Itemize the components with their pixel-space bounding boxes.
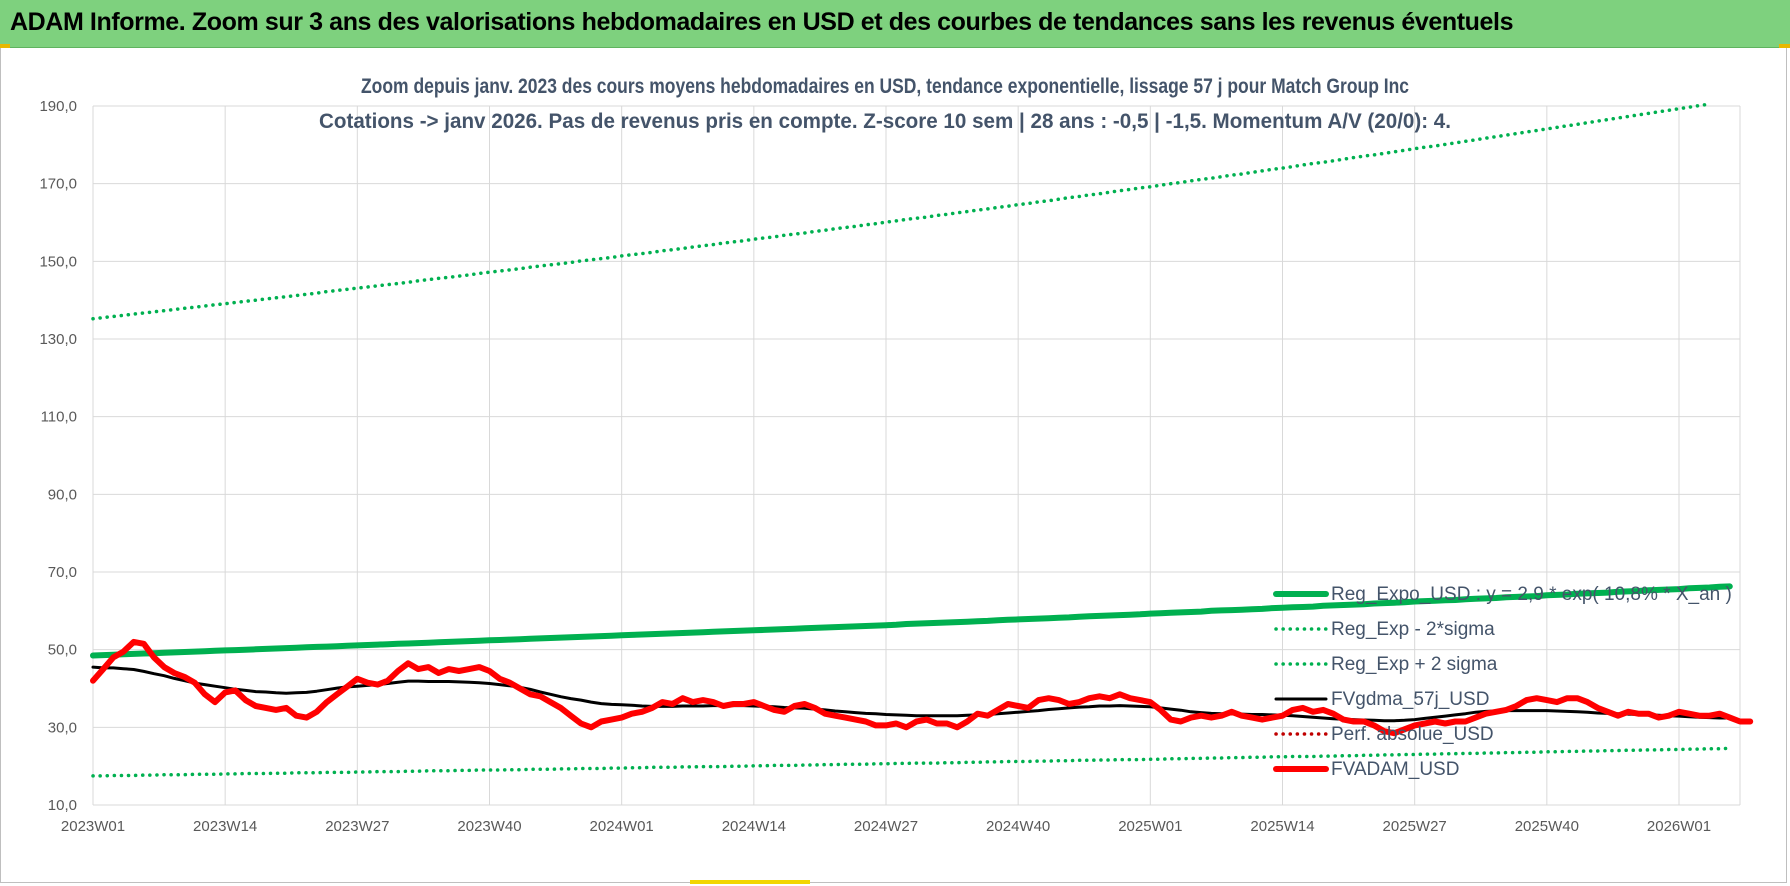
x-tick-label: 2024W14 [722, 818, 786, 835]
grid-lines [92, 105, 1741, 806]
report-banner: ADAM Informe. Zoom sur 3 ans des valoris… [0, 0, 1790, 48]
series-line-1 [91, 746, 1732, 778]
series-line-5 [90, 638, 1754, 737]
legend-label-5: FVADAM_USD [1331, 759, 1459, 780]
chart-area-border [0, 47, 1787, 883]
x-tick-label: 2023W27 [325, 818, 389, 835]
axis-tick-labels: 10,0 30,0 50,0 70,0 90,0 110,0 130,0 150,0 170,0… [39, 98, 1711, 835]
y-tick-label: 170,0 [39, 176, 77, 193]
x-tick-label: 2025W01 [1118, 818, 1182, 835]
x-tick-label: 2023W40 [457, 818, 521, 835]
chart-title-line-2: Cotations -> janv 2026. Pas de revenus p… [319, 110, 1451, 133]
series-lines [90, 102, 1754, 778]
report-title: ADAM Informe. Zoom sur 3 ans des valoris… [10, 8, 1514, 36]
y-tick-label: 110,0 [41, 409, 77, 426]
legend-label-0: Reg_Expo_USD : y = 2,9 * exp( 10,8% * X_… [1331, 584, 1732, 605]
legend-label-4: Perf. absolue_USD [1331, 724, 1494, 745]
y-tick-label: 90,0 [48, 486, 77, 503]
y-tick-label: 130,0 [39, 331, 77, 348]
legend-label-3: FVgdma_57j_USD [1331, 689, 1489, 710]
x-tick-label: 2025W40 [1515, 818, 1579, 835]
series-line-0 [90, 583, 1733, 659]
x-tick-label: 2023W01 [61, 818, 125, 835]
x-tick-label: 2026W01 [1647, 818, 1711, 835]
x-tick-label: 2025W27 [1383, 818, 1447, 835]
legend-label-2: Reg_Exp + 2 sigma [1331, 654, 1498, 675]
banner-accent-left [0, 44, 10, 48]
y-tick-label: 30,0 [48, 719, 77, 736]
x-tick-label: 2023W14 [193, 818, 257, 835]
x-tick-label: 2025W14 [1250, 818, 1314, 835]
legend-label-1: Reg_Exp - 2*sigma [1331, 619, 1495, 640]
chart-title: Zoom depuis janv. 2023 des cours moyens … [319, 75, 1451, 133]
chart-legend: Reg_Expo_USD : y = 2,9 * exp( 10,8% * X_… [1273, 584, 1732, 780]
y-tick-label: 70,0 [48, 564, 77, 581]
x-tick-label: 2024W01 [590, 818, 654, 835]
banner-accent-right [1779, 44, 1790, 48]
bottom-accent-bar [690, 880, 810, 884]
chart-title-line-1: Zoom depuis janv. 2023 des cours moyens … [361, 75, 1409, 98]
x-tick-label: 2024W27 [854, 818, 918, 835]
series-line-3 [91, 665, 1732, 723]
y-tick-label: 150,0 [39, 253, 77, 270]
y-tick-label: 190,0 [39, 98, 77, 115]
x-tick-label: 2024W40 [986, 818, 1050, 835]
y-tick-label: 50,0 [48, 642, 77, 659]
y-tick-label: 10,0 [48, 797, 77, 814]
series-line-2 [91, 102, 1712, 321]
